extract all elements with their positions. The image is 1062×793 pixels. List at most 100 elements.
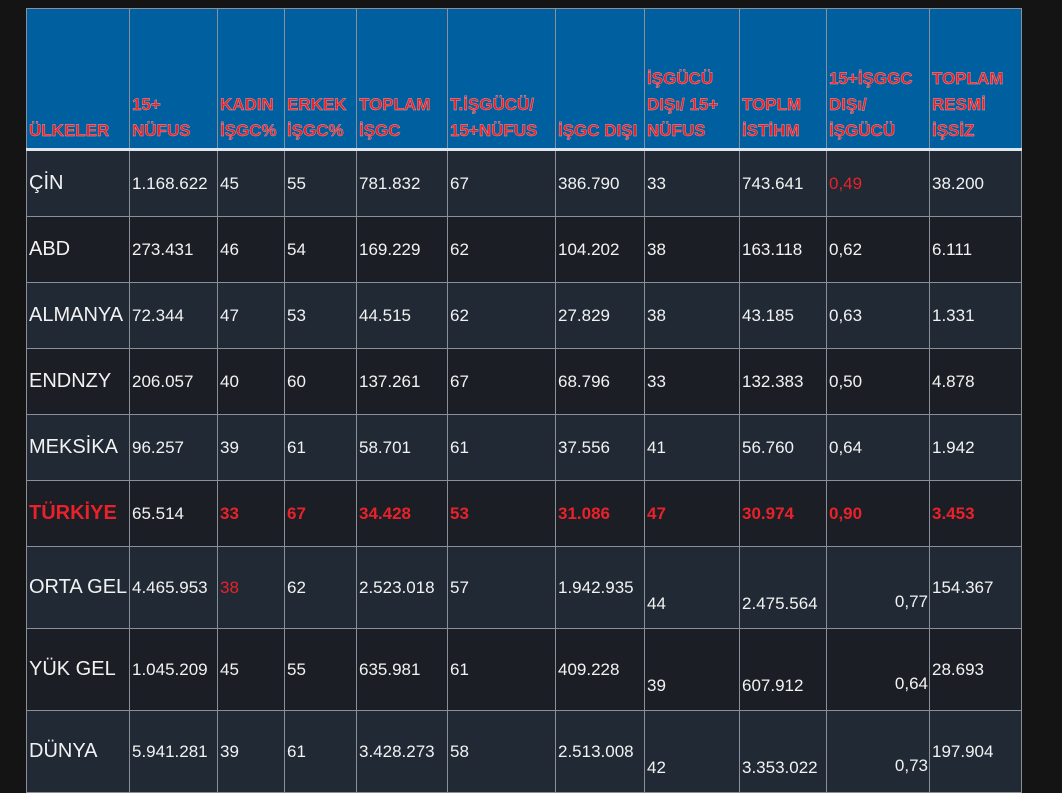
table-cell: 39: [217, 710, 285, 793]
country-cell: YÜK GEL: [26, 628, 130, 711]
country-cell: MEKSİKA: [26, 414, 130, 481]
table-cell: 39: [217, 414, 285, 481]
column-header: ÜLKELER: [26, 8, 130, 150]
column-header: İŞGÜCÜ DIŞı/ 15+ NÜFUS: [644, 8, 740, 150]
header-row: ÜLKELER 15+ NÜFUS KADIN İŞGC% ERKEK İŞGC…: [26, 8, 1022, 150]
table-row: ENDNZY 206.057 40 60 137.261 67 68.796 3…: [26, 348, 1022, 415]
table-cell: 62: [447, 282, 556, 349]
table-cell: 0,49: [826, 149, 930, 217]
table-cell: 47: [644, 480, 740, 547]
table-cell: 0,77: [826, 546, 930, 629]
table-cell: 104.202: [555, 216, 645, 283]
table-cell: 44.515: [356, 282, 448, 349]
table-cell: 1.942.935: [555, 546, 645, 629]
table-cell: 65.514: [129, 480, 218, 547]
table-cell: 781.832: [356, 149, 448, 217]
table-cell: 33: [644, 149, 740, 217]
table-cell: 1.942: [929, 414, 1022, 481]
table-row: ALMANYA 72.344 47 53 44.515 62 27.829 38…: [26, 282, 1022, 349]
table-cell: 55: [284, 628, 357, 711]
table-cell: 2.523.018: [356, 546, 448, 629]
table-cell: 163.118: [739, 216, 827, 283]
table-cell: 33: [217, 480, 285, 547]
column-header: TOPLAM RESMİ İŞSİZ: [929, 8, 1022, 150]
table-cell: 72.344: [129, 282, 218, 349]
table-cell: 39: [644, 628, 740, 711]
table-cell: 67: [284, 480, 357, 547]
table-cell: 3.453: [929, 480, 1022, 547]
table-cell: 0,62: [826, 216, 930, 283]
table-cell: 61: [284, 414, 357, 481]
column-header: T.İŞGÜCÜ/ 15+NÜFUS: [447, 8, 556, 150]
table-cell: 37.556: [555, 414, 645, 481]
table-cell: 58.701: [356, 414, 448, 481]
column-header: 15+ NÜFUS: [129, 8, 218, 150]
table-cell: 169.229: [356, 216, 448, 283]
table-row: DÜNYA 5.941.281 39 61 3.428.273 58 2.513…: [26, 710, 1022, 793]
table-cell: 28.693: [929, 628, 1022, 711]
table-cell: 62: [447, 216, 556, 283]
table-row: MEKSİKA 96.257 39 61 58.701 61 37.556 41…: [26, 414, 1022, 481]
table-row: YÜK GEL 1.045.209 45 55 635.981 61 409.2…: [26, 628, 1022, 711]
table-cell: 1.168.622: [129, 149, 218, 217]
table-cell: 60: [284, 348, 357, 415]
table-cell: 0,90: [826, 480, 930, 547]
table-cell: 4.465.953: [129, 546, 218, 629]
column-header: ERKEK İŞGC%: [284, 8, 357, 150]
table-cell: 43.185: [739, 282, 827, 349]
table-cell: 4.878: [929, 348, 1022, 415]
table-cell: 41: [644, 414, 740, 481]
table-cell: 3.428.273: [356, 710, 448, 793]
country-cell: ORTA GEL: [26, 546, 130, 629]
country-cell: ENDNZY: [26, 348, 130, 415]
table-cell: 53: [284, 282, 357, 349]
country-cell: ABD: [26, 216, 130, 283]
table-cell: 154.367: [929, 546, 1022, 629]
table-cell: 57: [447, 546, 556, 629]
table-cell: 55: [284, 149, 357, 217]
country-cell: ÇİN: [26, 149, 130, 217]
table-cell: 30.974: [739, 480, 827, 547]
table-cell: 58: [447, 710, 556, 793]
table-cell: 0,64: [826, 414, 930, 481]
table-cell: 45: [217, 149, 285, 217]
table-cell: 38: [644, 216, 740, 283]
table-cell: 33: [644, 348, 740, 415]
table-cell: 409.228: [555, 628, 645, 711]
table-cell: 56.760: [739, 414, 827, 481]
table-row-highlighted: TÜRKİYE 65.514 33 67 34.428 53 31.086 47…: [26, 480, 1022, 547]
table-cell: 44: [644, 546, 740, 629]
table-cell: 34.428: [356, 480, 448, 547]
table-cell: 206.057: [129, 348, 218, 415]
table-cell: 67: [447, 149, 556, 217]
data-table-container: ÜLKELER 15+ NÜFUS KADIN İŞGC% ERKEK İŞGC…: [26, 8, 1022, 793]
table-cell: 0,63: [826, 282, 930, 349]
table-cell: 38.200: [929, 149, 1022, 217]
country-cell: TÜRKİYE: [26, 480, 130, 547]
column-header: TOPLM İSTİHM: [739, 8, 827, 150]
table-cell: 42: [644, 710, 740, 793]
table-row: ORTA GEL 4.465.953 38 62 2.523.018 57 1.…: [26, 546, 1022, 629]
table-cell: 61: [284, 710, 357, 793]
table-cell: 45: [217, 628, 285, 711]
table-cell: 6.111: [929, 216, 1022, 283]
table-cell: 61: [447, 628, 556, 711]
table-cell: 46: [217, 216, 285, 283]
table-cell: 1.331: [929, 282, 1022, 349]
table-cell: 1.045.209: [129, 628, 218, 711]
table-cell: 635.981: [356, 628, 448, 711]
table-cell: 68.796: [555, 348, 645, 415]
table-cell: 0,50: [826, 348, 930, 415]
employment-statistics-table: ÜLKELER 15+ NÜFUS KADIN İŞGC% ERKEK İŞGC…: [26, 8, 1022, 793]
table-cell: 62: [284, 546, 357, 629]
table-cell: 3.353.022: [739, 710, 827, 793]
table-cell: 54: [284, 216, 357, 283]
country-cell: ALMANYA: [26, 282, 130, 349]
table-cell: 2.475.564: [739, 546, 827, 629]
table-cell: 386.790: [555, 149, 645, 217]
table-cell: 132.383: [739, 348, 827, 415]
table-cell: 67: [447, 348, 556, 415]
column-header: TOPLAM İŞGC: [356, 8, 448, 150]
table-cell: 197.904: [929, 710, 1022, 793]
table-cell: 273.431: [129, 216, 218, 283]
